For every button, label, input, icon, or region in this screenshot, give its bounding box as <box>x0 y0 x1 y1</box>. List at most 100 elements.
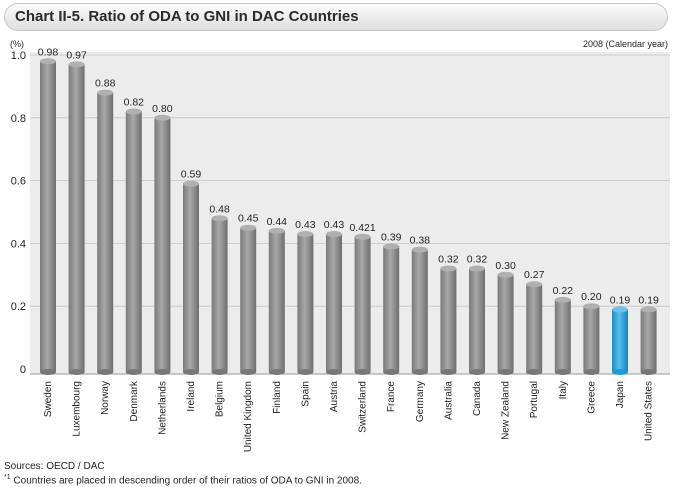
category-label: Belgium <box>215 381 226 417</box>
bar-body <box>154 117 171 372</box>
bar-denmark <box>125 108 142 375</box>
y-unit-label: (%) <box>10 39 24 49</box>
bar-base <box>326 369 342 375</box>
bar-ireland <box>183 180 199 375</box>
y-tick-label: 0.6 <box>11 176 26 188</box>
category-label: Ireland <box>186 381 197 412</box>
value-label: 0.97 <box>66 49 87 61</box>
bar-base <box>469 369 485 375</box>
bar-portugal <box>526 281 543 375</box>
bar-base <box>297 369 314 375</box>
bar-base <box>268 369 285 375</box>
bar-japan <box>612 306 628 375</box>
value-label: 0.30 <box>495 260 516 272</box>
chart-title: Chart II-5. Ratio of ODA to GNI in DAC C… <box>15 8 359 25</box>
category-label: Spain <box>300 381 311 407</box>
chart-title-bar: Chart II-5. Ratio of ODA to GNI in DAC C… <box>4 3 668 31</box>
bar-australia <box>440 265 457 375</box>
category-label: New Zealand <box>501 381 512 440</box>
bar-cap <box>469 265 485 272</box>
value-label: 0.45 <box>238 213 259 225</box>
bar-base <box>240 369 257 375</box>
value-label: 0.59 <box>181 169 202 181</box>
y-tick-label: 0.4 <box>11 238 26 250</box>
bar-germany <box>411 246 428 375</box>
category-label: Australia <box>443 381 454 420</box>
bar-base <box>583 369 600 375</box>
value-label: 0.19 <box>610 294 631 306</box>
bar-cap <box>297 230 314 237</box>
bar-base <box>125 369 142 375</box>
bar-body <box>68 64 85 373</box>
bar-cap <box>125 108 142 115</box>
category-label: Germany <box>415 381 426 422</box>
bar-base <box>497 369 514 375</box>
bar-base <box>411 369 428 375</box>
bar-chart: 0.98 0.970.880.820.800.590.480.45 0.44 0.43… <box>10 39 670 452</box>
category-label: France <box>386 381 397 413</box>
bar-body <box>268 230 285 372</box>
bar-cap <box>526 281 543 288</box>
value-label: 0.39 <box>381 232 402 244</box>
bar-austria <box>326 230 342 375</box>
value-label: 0.48 <box>209 203 230 215</box>
bar-cap <box>40 58 56 65</box>
x-axis: Sweden Luxembourg Norway Denmark Netherlands… <box>43 380 655 452</box>
bar-cap <box>211 215 228 222</box>
value-label: 0.19 <box>638 294 659 306</box>
bar-cap <box>583 303 600 310</box>
category-label: Denmark <box>129 380 140 422</box>
y-tick-label: 0 <box>20 364 26 376</box>
bar-body <box>211 218 228 372</box>
value-label: 0.22 <box>553 285 574 297</box>
bar-body <box>583 306 600 372</box>
bar-cap <box>68 61 85 68</box>
value-label: 0.38 <box>410 235 431 247</box>
bar-base <box>526 369 543 375</box>
category-label: Italy <box>558 381 569 399</box>
category-label: United States <box>644 381 655 441</box>
bar-cap <box>497 271 514 278</box>
bar-cap <box>440 265 457 272</box>
bar-finland <box>268 227 285 375</box>
footnote-text: Countries are placed in descending order… <box>13 475 362 487</box>
bar-body <box>240 227 257 372</box>
category-label: Austria <box>329 381 340 413</box>
bar-canada <box>469 265 485 375</box>
bar-base <box>68 369 85 375</box>
bar-body <box>554 299 571 372</box>
bar-greece <box>583 303 600 375</box>
y-tick-label: 0.2 <box>11 301 26 313</box>
bar-cap <box>97 89 114 96</box>
bar-body <box>469 268 485 372</box>
bar-france <box>383 243 400 375</box>
value-label: 0.80 <box>152 103 173 115</box>
bar-base <box>440 369 457 375</box>
category-label: Greece <box>586 381 597 414</box>
bar-cap <box>240 224 257 231</box>
bar-base <box>97 369 114 375</box>
bar-body <box>354 236 371 372</box>
bar-base <box>554 369 571 375</box>
bar-body <box>97 92 114 373</box>
source-note: Sources: OECD / DAC <box>4 461 105 472</box>
bar-body <box>125 111 142 373</box>
category-label: Switzerland <box>358 381 369 433</box>
value-label: 0.27 <box>524 269 545 281</box>
bar-switzerland <box>354 233 371 375</box>
bar-sweden <box>40 58 56 375</box>
value-label: 0.32 <box>467 254 488 266</box>
bar-body <box>612 309 628 372</box>
value-label: 0.88 <box>95 78 116 90</box>
bar-cap <box>554 296 571 303</box>
footnote: *1 Countries are placed in descending or… <box>4 474 362 486</box>
category-label: Luxembourg <box>72 381 83 437</box>
category-label: Norway <box>100 381 111 415</box>
bar-cap <box>640 306 657 313</box>
bar-base <box>154 369 171 375</box>
bar-body <box>183 183 199 372</box>
bar-cap <box>354 233 371 240</box>
y-axis: 0 0.2 0.4 0.6 0.8 1.0 <box>11 50 26 376</box>
bar-base <box>640 369 657 375</box>
bar-cap <box>383 243 400 250</box>
